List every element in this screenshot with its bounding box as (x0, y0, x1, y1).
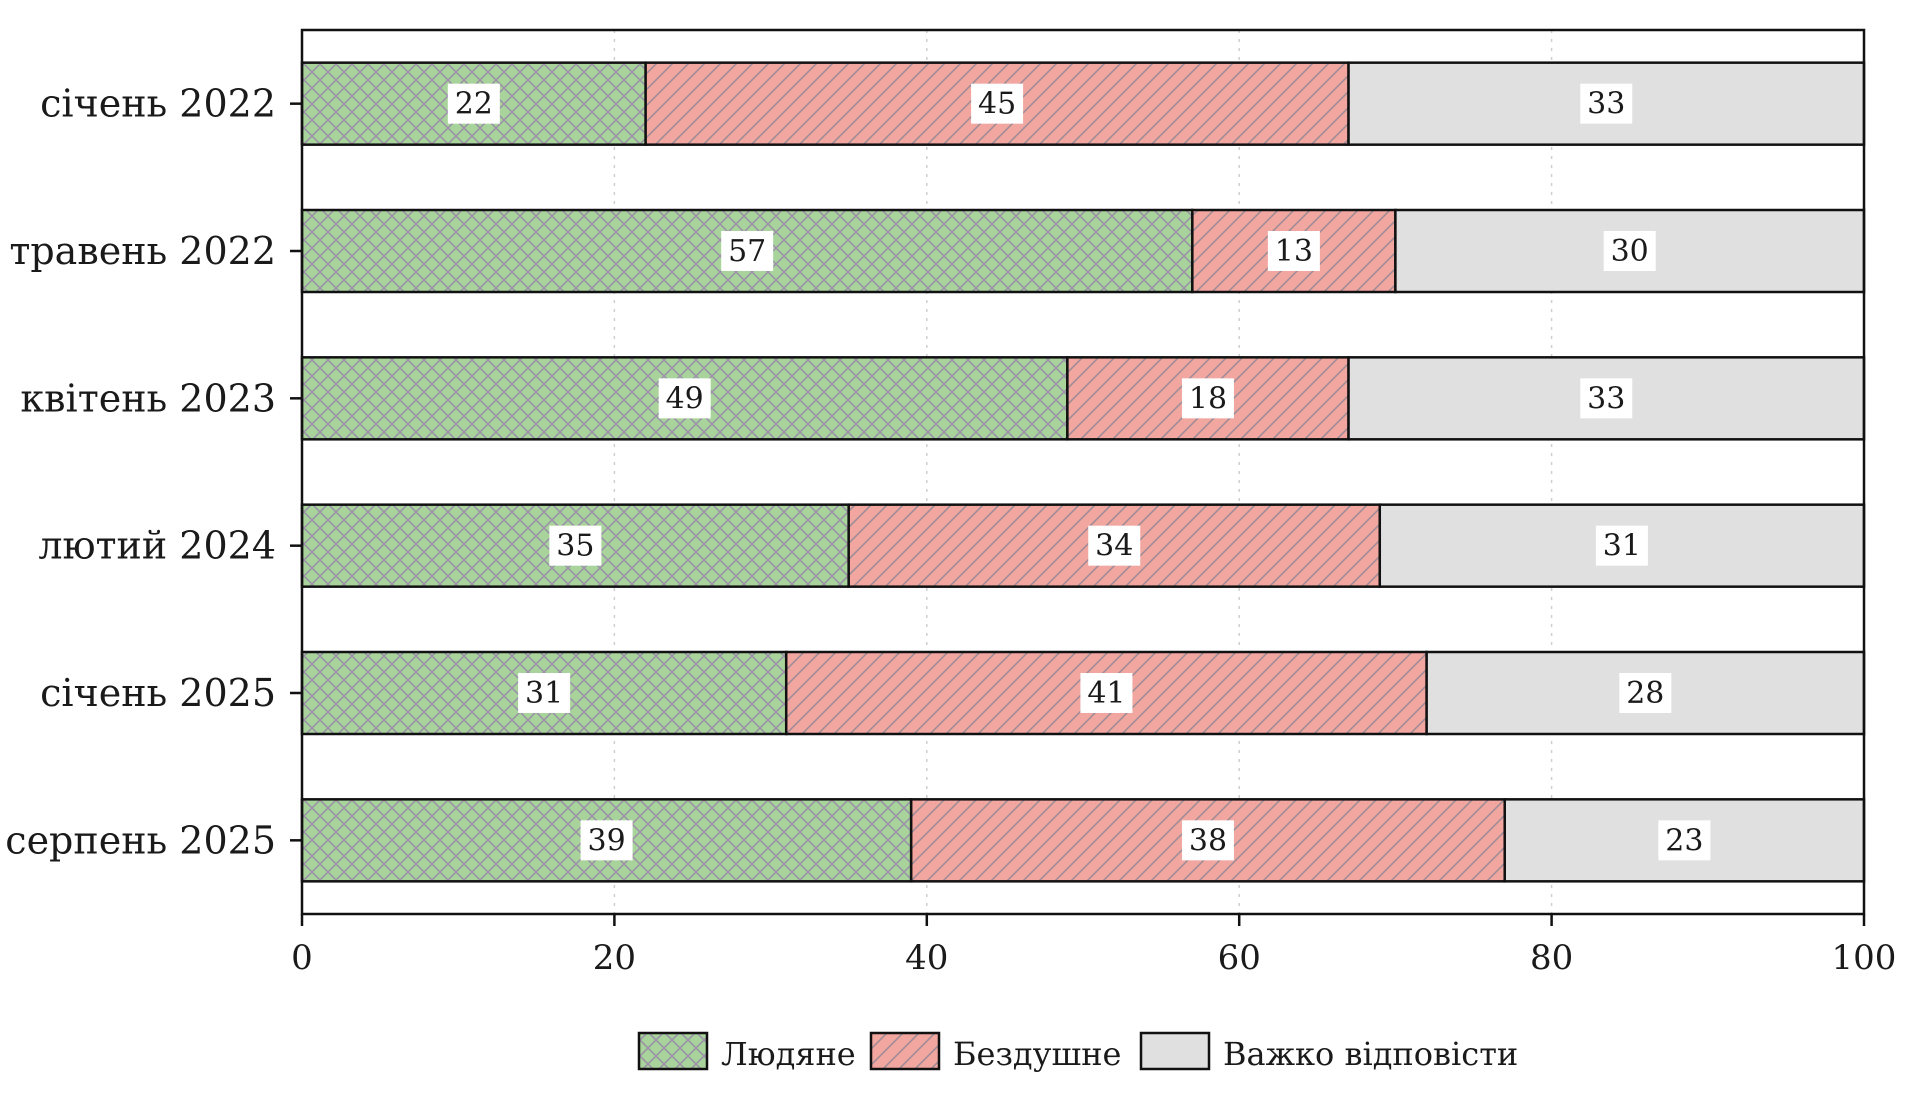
data-label-box (447, 83, 500, 124)
data-label: 49 (666, 381, 704, 416)
data-label: 39 (587, 823, 625, 858)
plot-frame (300, 28, 1866, 916)
x-tick-label: 20 (593, 938, 636, 978)
data-label-box (1658, 820, 1711, 861)
data-label: 28 (1626, 676, 1664, 711)
y-axis: січень 2022 травень 2022 квітень 2023 лютий… (5, 82, 302, 862)
data-label: 18 (1189, 381, 1227, 416)
data-label-box (518, 673, 571, 713)
data-label-box (1580, 378, 1633, 419)
data-label: 34 (1095, 529, 1133, 564)
data-label-box (1181, 820, 1234, 861)
x-tick-label: 40 (905, 938, 948, 978)
data-label: 22 (455, 87, 493, 122)
data-label: 57 (728, 234, 766, 269)
legend-swatch-важко-відповісти (1139, 1031, 1211, 1071)
grid-lines (613, 30, 1553, 914)
bar-людяне-січень-2022 (300, 61, 647, 146)
data-label: 41 (1087, 676, 1125, 711)
y-tick-label: травень 2022 (9, 229, 276, 273)
y-tick-label: лютий 2024 (38, 524, 276, 568)
y-tick-label: квітень 2023 (20, 376, 276, 420)
legend: Людяне Бездушне Важко відповісти (637, 1031, 1518, 1073)
data-label-box (1181, 378, 1234, 419)
data-label: 31 (1603, 529, 1641, 564)
y-tick-label: серпень 2025 (5, 818, 276, 862)
data-labels: 22 45 33 57 13 30 49 18 33 35 34 31 31 41 28 39 38 23 (447, 83, 1711, 861)
legend-label: Важко відповісти (1223, 1035, 1518, 1073)
x-tick-label: 0 (291, 938, 313, 978)
data-label-box (1580, 83, 1633, 124)
data-label-box (1595, 525, 1648, 566)
data-label-box (549, 525, 602, 566)
x-tick-label: 100 (1832, 938, 1897, 978)
data-label: 45 (978, 87, 1016, 122)
legend-label: Бездушне (953, 1035, 1121, 1073)
data-label-box (1619, 673, 1672, 713)
y-tick-label: січень 2022 (40, 82, 276, 126)
data-label-box (1267, 231, 1320, 271)
data-label-box (721, 231, 774, 271)
data-label-box (971, 83, 1024, 124)
legend-swatch-людяне (637, 1031, 709, 1071)
data-label-box (580, 820, 633, 861)
data-label: 35 (556, 529, 594, 564)
legend-label: Людяне (721, 1035, 856, 1073)
legend-swatch-бездушне (869, 1031, 941, 1071)
data-label-box (1080, 673, 1133, 713)
data-label-box (1603, 231, 1656, 271)
data-label: 23 (1665, 823, 1703, 858)
data-label: 33 (1587, 381, 1625, 416)
data-label: 13 (1275, 234, 1313, 269)
data-label: 38 (1189, 823, 1227, 858)
bars (300, 61, 1866, 883)
y-tick-label: січень 2025 (40, 671, 276, 715)
data-label: 30 (1611, 234, 1649, 269)
x-axis: 0 20 40 60 80 100 (291, 914, 1896, 978)
data-label-box (1088, 525, 1141, 566)
x-tick-label: 80 (1530, 938, 1573, 978)
data-label-box (658, 378, 711, 419)
x-tick-label: 60 (1218, 938, 1261, 978)
data-label: 33 (1587, 87, 1625, 122)
data-label: 31 (525, 676, 563, 711)
